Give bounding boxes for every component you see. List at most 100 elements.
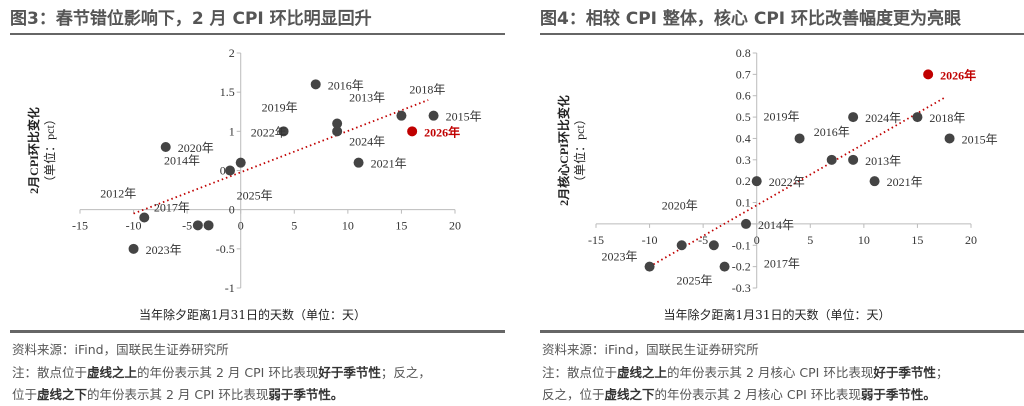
point-label: 2013年 <box>349 91 385 105</box>
data-point <box>848 154 859 165</box>
data-point <box>139 212 150 223</box>
point-label: 2026年 <box>940 67 976 82</box>
x-tick-label: 0 <box>238 219 244 233</box>
data-point <box>407 126 418 137</box>
note-segment: 的年份表示其 2 月 CPI 环比表现 <box>87 387 269 402</box>
point-label: 2019年 <box>262 100 298 114</box>
data-point <box>192 220 203 231</box>
data-point <box>644 261 655 272</box>
x-tick-label: -10 <box>642 233 658 247</box>
point-label: 2014年 <box>164 154 200 168</box>
point-label: 2017年 <box>154 200 190 214</box>
point-label: 2020年 <box>178 141 214 155</box>
point-label: 2020年 <box>662 198 698 212</box>
x-tick-label: 5 <box>807 233 813 247</box>
point-label: 2018年 <box>929 111 965 125</box>
note-line-2: 反之，位于虚线之下的年份表示其 2 月核心 CPI 环比表现弱于季节性。 <box>542 384 936 403</box>
point-label: 2016年 <box>328 78 364 92</box>
point-label: 2014年 <box>758 218 794 232</box>
x-tick-label: -15 <box>72 219 88 233</box>
y-tick-label: 0.1 <box>736 196 751 210</box>
point-label: 2021年 <box>371 157 407 171</box>
footer-divider <box>540 330 1024 333</box>
note-segment: 反之，位于 <box>542 387 605 402</box>
data-point <box>869 176 880 187</box>
note-segment: 好于季节性 <box>873 365 936 380</box>
y-tick-label: 0 <box>229 203 235 217</box>
data-point <box>396 110 407 121</box>
y-tick-label: -0.1 <box>732 238 751 252</box>
point-label: 2013年 <box>865 154 901 168</box>
scatter-chart: -15-10-505101520-0.3-0.2-0.100.10.20.30.… <box>556 46 998 295</box>
title-divider <box>10 33 505 35</box>
point-label: 2025年 <box>677 274 713 288</box>
y-axis-label: （单位：pct） <box>42 113 57 188</box>
data-point <box>203 220 214 231</box>
note-line-2: 位于虚线之下的年份表示其 2 月 CPI 环比表现弱于季节性。 <box>12 384 343 403</box>
figure-3-panel: 图3：春节错位影响下，2 月 CPI 环比明显回升 -15 -10 -5 0 5 10 15… <box>0 0 505 406</box>
y-tick-label: 0.4 <box>736 131 751 145</box>
data-point <box>751 176 762 187</box>
y-tick-label: -1 <box>225 281 235 295</box>
point-label: 2022年 <box>251 126 287 140</box>
data-point <box>826 154 837 165</box>
point-label: 2015年 <box>446 110 482 124</box>
note-segment: 的年份表示其 2 月 CPI 环比表现 <box>137 365 319 380</box>
point-label: 2024年 <box>349 134 385 148</box>
data-point <box>332 118 343 129</box>
data-point <box>128 243 139 254</box>
data-point <box>923 69 934 80</box>
note-segment: 注：散点位于 <box>542 365 618 380</box>
y-tick-label: 0.8 <box>736 46 751 60</box>
footer-divider <box>10 330 505 333</box>
data-point <box>225 165 235 176</box>
note-segment: ； <box>935 365 949 380</box>
point-label: 2022年 <box>769 175 805 189</box>
figure-title: 图4：相较 CPI 整体，核心 CPI 环比改善幅度更为亮眼 <box>540 9 962 29</box>
point-label: 2019年 <box>764 109 800 123</box>
data-point <box>912 112 923 123</box>
y-tick-label: 0.2 <box>736 174 751 188</box>
point-label: 2016年 <box>814 125 850 139</box>
point-label: 2023年 <box>602 250 638 264</box>
y-tick-label: 1 <box>229 124 235 138</box>
data-point <box>708 240 719 251</box>
data-point <box>353 157 364 168</box>
y-tick-label: 0.3 <box>736 153 751 167</box>
y-tick-label: -0.3 <box>732 281 751 295</box>
point-label: 2024年 <box>865 111 901 125</box>
x-tick-label: 5 <box>291 219 297 233</box>
source-text: 资料来源：iFind，国联民生证券研究所 <box>12 342 229 357</box>
x-tick-label: 20 <box>449 219 461 233</box>
y-axis-label: （单位：pct） <box>572 113 587 188</box>
point-label: 2021年 <box>887 175 923 189</box>
x-axis-label: 当年除夕距离1月31日的天数（单位：天） <box>663 308 891 322</box>
data-point <box>332 126 343 137</box>
data-point <box>235 157 246 168</box>
x-tick-label: -10 <box>126 219 142 233</box>
note-line-1: 注：散点位于虚线之上的年份表示其 2 月 CPI 环比表现好于季节性；反之， <box>12 362 431 381</box>
x-tick-label: 15 <box>911 233 923 247</box>
y-tick-label: 0.7 <box>736 67 751 81</box>
x-axis-label: 当年除夕距离1月31日的天数（单位：天） <box>139 308 366 322</box>
scatter-chart: -15-10-505101520-1-0.500.511.522月CPI环比变化… <box>26 46 482 295</box>
note-line-1: 注：散点位于虚线之上的年份表示其 2 月核心 CPI 环比表现好于季节性； <box>542 362 948 381</box>
point-label: 2026年 <box>424 124 460 139</box>
x-tick-label: 15 <box>395 219 407 233</box>
x-tick-label: -5 <box>182 219 192 233</box>
note-segment: 弱于季节性。 <box>268 387 344 402</box>
note-segment: 的年份表示其 2 月核心 CPI 环比表现 <box>654 387 861 402</box>
point-label: 2023年 <box>146 243 182 257</box>
figure-4-panel: 图4：相较 CPI 整体，核心 CPI 环比改善幅度更为亮眼 -15 -10 -5 0… <box>530 0 1024 406</box>
trend-line <box>133 99 429 215</box>
note-segment: 的年份表示其 2 月核心 CPI 环比表现 <box>667 365 874 380</box>
y-axis-label: 2月核心CPI环比变化 <box>556 95 571 206</box>
data-point <box>848 112 859 123</box>
data-point <box>944 133 955 144</box>
data-point <box>719 261 730 272</box>
data-point <box>741 218 751 229</box>
point-label: 2012年 <box>100 187 136 201</box>
point-label: 2025年 <box>237 188 273 202</box>
note-segment: 虚线之上 <box>87 365 138 380</box>
note-segment: 虚线之下 <box>37 387 88 402</box>
